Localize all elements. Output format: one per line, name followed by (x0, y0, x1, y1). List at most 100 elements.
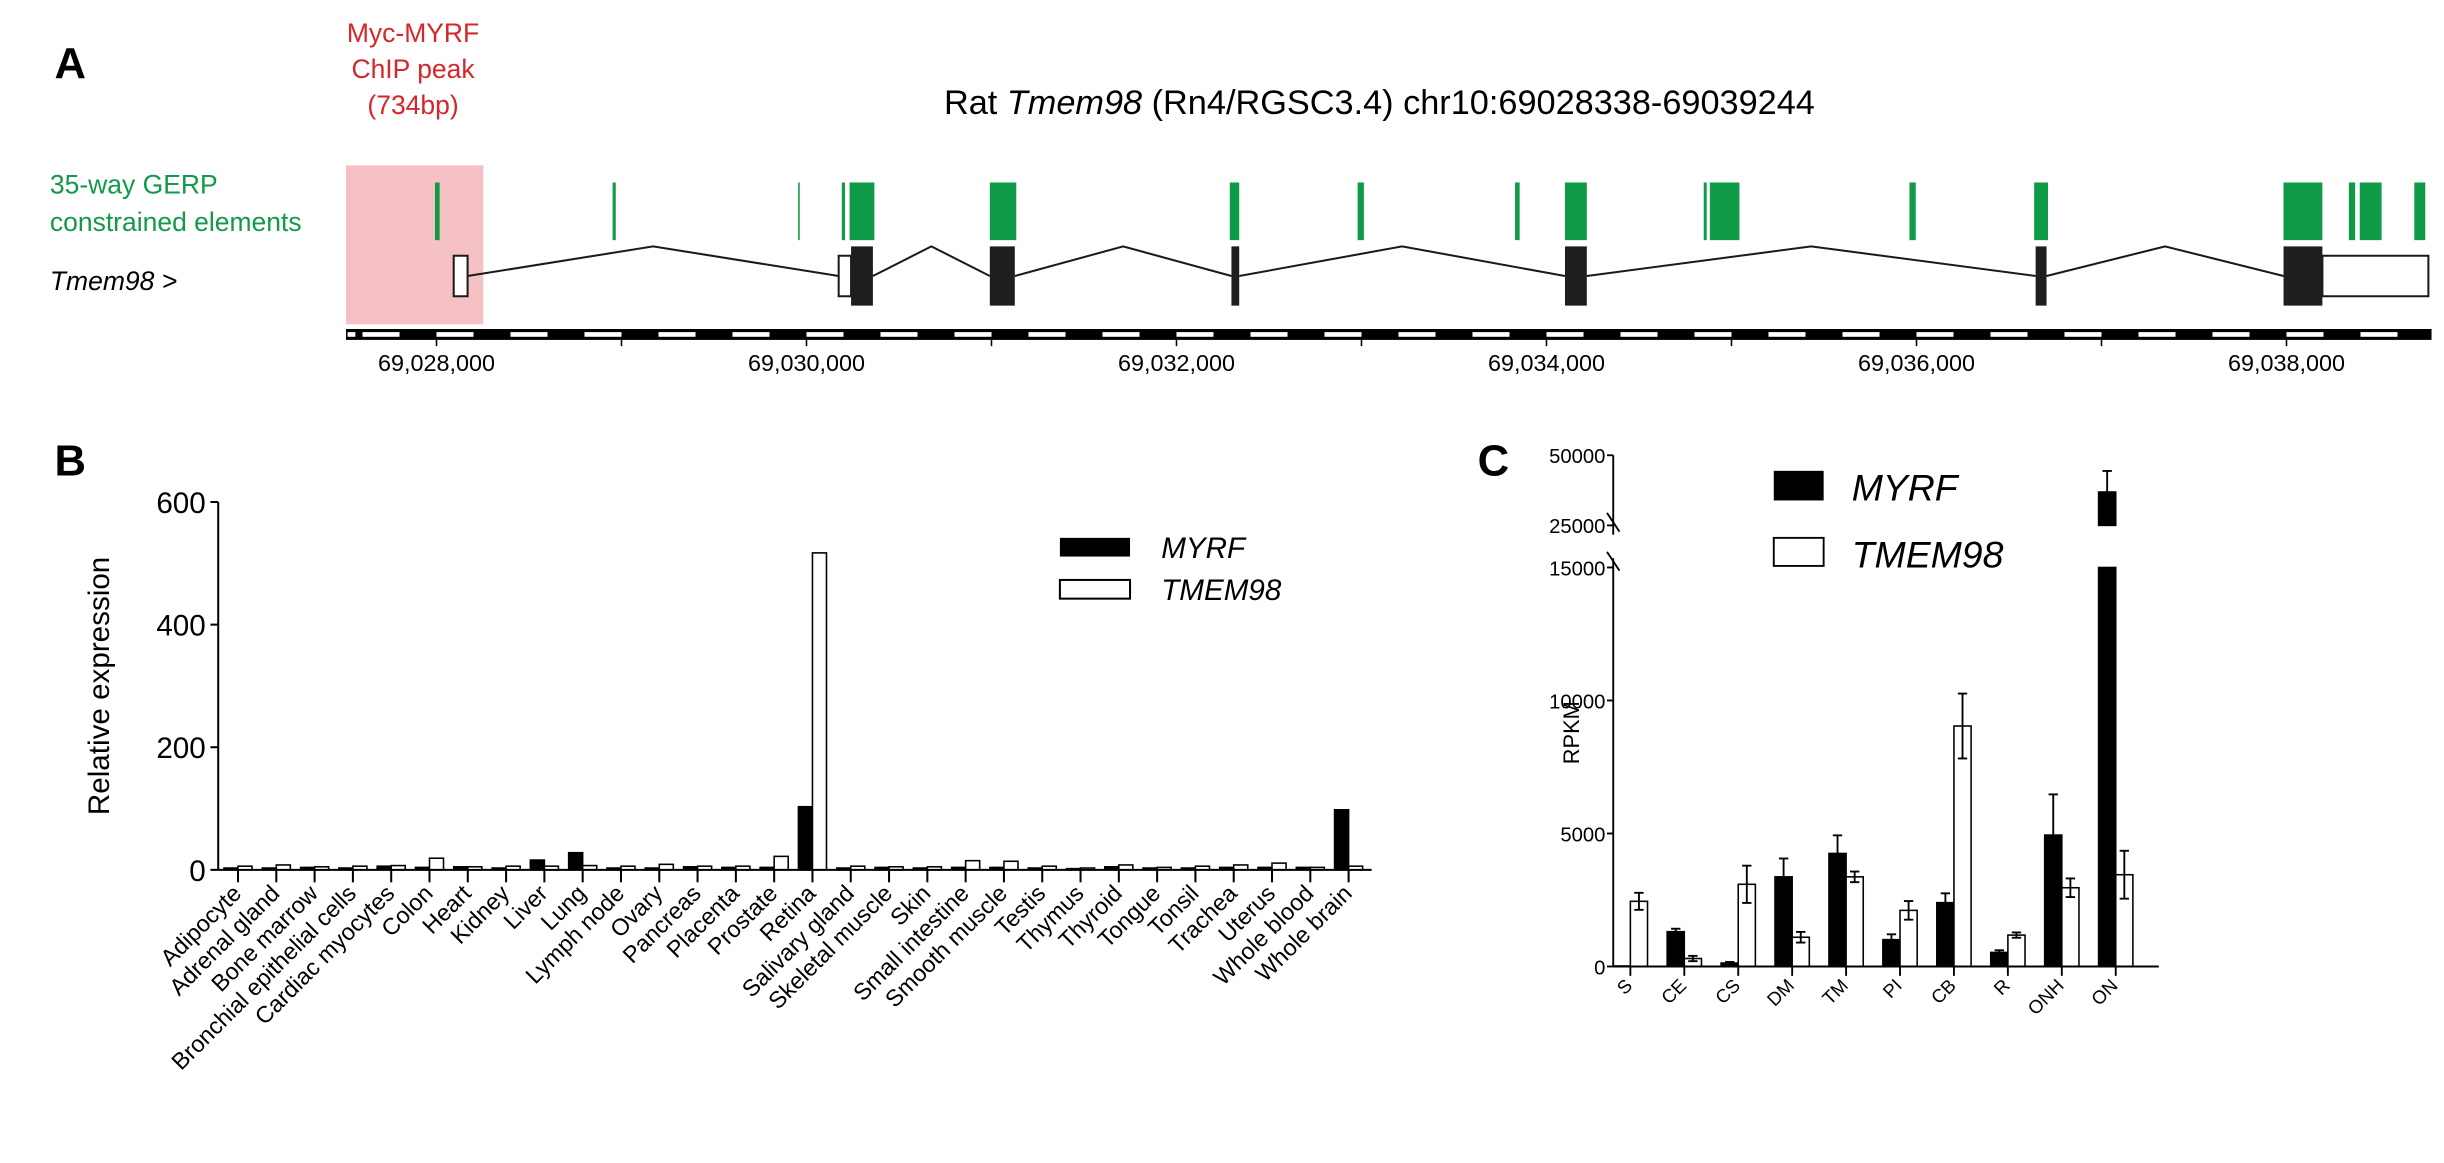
ruler-tick-label: 69,028,000 (378, 350, 495, 376)
ruler-segment (1102, 332, 1140, 337)
gerp-element (435, 182, 440, 241)
x-tick-label: DM (1763, 975, 1798, 1010)
legend-label-myrf: MYRF (1161, 532, 1247, 565)
chip-peak-region (346, 165, 484, 325)
title-prefix: Rat (944, 84, 1007, 122)
exon-cds (851, 246, 873, 306)
y-tick-label: 0 (189, 855, 205, 888)
bar-myrf (797, 805, 814, 871)
legend-label-tmem98: TMEM98 (1161, 574, 1282, 607)
x-tick-label: PI (1879, 975, 1906, 1002)
title-suffix: (Rn4/RGSC3.4) chr10:69028338-69039244 (1142, 84, 1815, 122)
chip-label-line2: ChIP peak (351, 54, 475, 84)
x-tick-label: CB (1927, 975, 1960, 1008)
x-tick-label: CE (1657, 975, 1690, 1008)
gerp-element (1357, 182, 1364, 241)
gerp-element (2414, 182, 2426, 241)
ruler-tick-label: 69,034,000 (1488, 350, 1605, 376)
y-tick-label: 50000 (1549, 446, 1605, 468)
ruler-segment (1620, 332, 1658, 337)
ruler-segment (2212, 332, 2250, 337)
ruler-segment (2138, 332, 2176, 337)
intron-line (872, 245, 991, 277)
y-tick-label: 0 (1594, 957, 1605, 979)
gerp-element (1709, 182, 1740, 241)
ruler-segment (1472, 332, 1510, 337)
ruler-segment (1546, 332, 1584, 337)
ruler-segment (806, 332, 844, 337)
x-tick-label: ONH (2024, 975, 2068, 1019)
gerp-element (798, 182, 800, 241)
intron-line (2046, 245, 2284, 277)
bar-myrf (567, 851, 584, 871)
ruler-segment (880, 332, 918, 337)
legend-swatch-tmem98 (1772, 536, 1825, 567)
bar-tmem98 (428, 857, 445, 871)
gerp-element (989, 182, 1017, 241)
y-tick-label: 10000 (1549, 691, 1605, 713)
gerp-element (1229, 182, 1240, 241)
gerp-element (1515, 182, 1520, 241)
x-tick-label: ON (2087, 975, 2122, 1010)
x-tick-label: TM (1818, 975, 1852, 1009)
bar-tmem98 (1953, 725, 1972, 968)
y-tick-label: 600 (156, 487, 205, 520)
ruler-segment (1842, 332, 1880, 337)
gerp-label-line1: 35-way GERP (50, 169, 218, 199)
bar-myrf (1333, 808, 1350, 871)
x-tick-label: CS (1711, 975, 1744, 1008)
intron-line (467, 245, 839, 278)
exon-cds (989, 246, 1015, 306)
legend-swatch-myrf (1773, 470, 1824, 501)
intron-line (1014, 245, 1232, 277)
exon-cds (1564, 246, 1587, 306)
gerp-element (2034, 182, 2049, 241)
exon-utr (837, 254, 853, 298)
ruler-segment (732, 332, 770, 337)
exon-cds (1231, 246, 1240, 306)
y-tick-label: 15000 (1549, 558, 1605, 580)
legend-swatch-myrf (1059, 537, 1131, 557)
ruler-segment (362, 332, 400, 337)
title-gene: Tmem98 (1007, 84, 1142, 122)
y-axis-label: RPKM (1559, 701, 1584, 764)
gerp-element (1909, 182, 1916, 241)
panel-label-c: C (1478, 437, 1510, 486)
intron-line (1239, 245, 1566, 277)
gerp-element (612, 182, 616, 241)
gerp-element (2283, 182, 2323, 241)
ruler-segment (436, 332, 474, 337)
bar-tmem98 (1003, 860, 1019, 871)
gerp-element (1703, 182, 1707, 241)
ruler-segment (1028, 332, 1066, 337)
intron-line (1586, 245, 2036, 278)
ruler-bar (346, 328, 2432, 340)
bar-tmem98 (1845, 876, 1865, 968)
panel-c-rpkm: C RPKM 0 5000 10000 15000 25000 50000 S CE CS DM T… (1478, 437, 2159, 1019)
gerp-element (2359, 182, 2382, 241)
exon-cds (2283, 246, 2323, 306)
ruler-segment (1176, 332, 1214, 337)
bar-tmem98 (773, 855, 789, 871)
y-tick-label: 200 (156, 732, 205, 765)
bar-myrf (529, 859, 546, 871)
y-tick-label: 25000 (1549, 516, 1605, 538)
x-tick-label: R (1989, 975, 2013, 999)
exon-utr (452, 254, 469, 298)
exon-utr (2321, 254, 2430, 298)
ruler-tick-label: 69,036,000 (1858, 350, 1975, 376)
chip-label-line3: (734bp) (367, 90, 458, 120)
gerp-element (1564, 182, 1587, 241)
gerp-element (2348, 182, 2356, 241)
exon-cds (2035, 246, 2047, 306)
ruler-tick-label: 69,038,000 (2228, 350, 2345, 376)
ruler-segment (510, 332, 548, 337)
bar-tmem98 (1629, 900, 1649, 968)
gerp-elements (435, 182, 2426, 241)
bar-tmem98 (811, 552, 828, 871)
panel-a-genome-track: A Myc-MYRF ChIP peak (734bp) Rat Tmem98 … (50, 18, 2432, 376)
bar-tmem98 (964, 859, 981, 871)
gene-model (452, 245, 2430, 306)
ruler-segment (2064, 332, 2102, 337)
